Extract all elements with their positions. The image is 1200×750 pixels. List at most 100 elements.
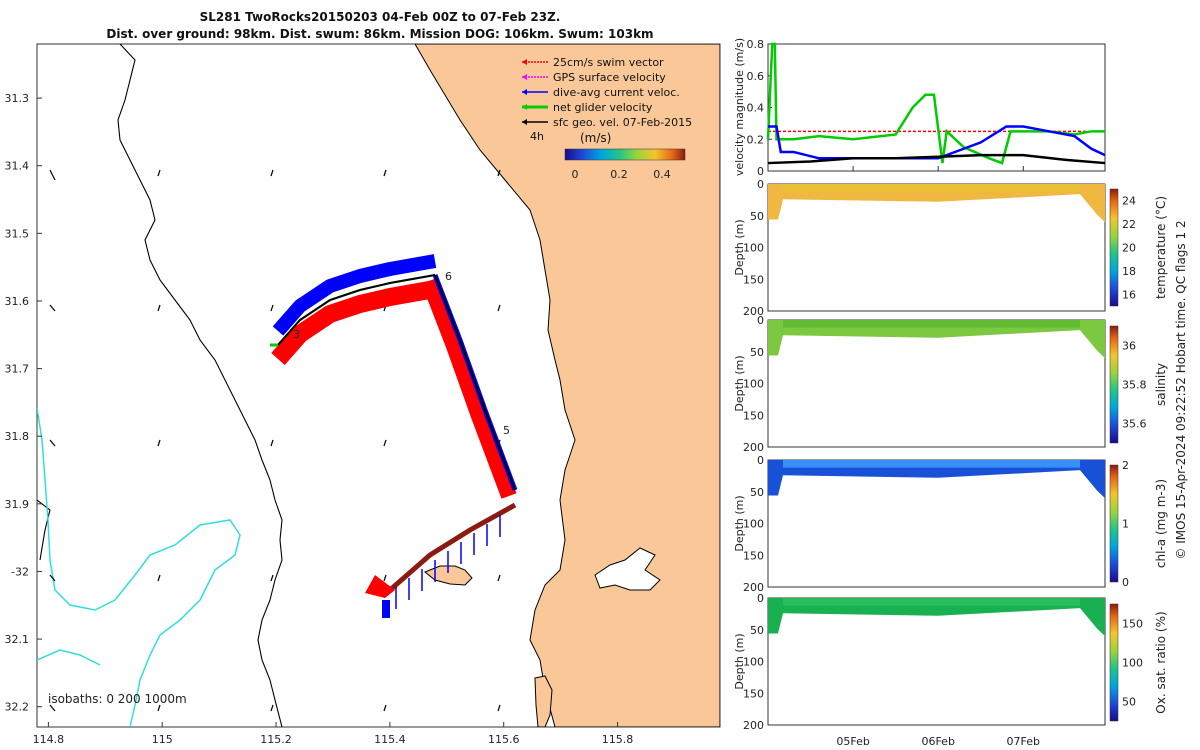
- legend-label: net glider velocity: [553, 101, 653, 114]
- map-colorbar: [564, 148, 686, 161]
- colorbar-tick-label: 20: [1122, 242, 1136, 255]
- depth-tick-label: 200: [743, 719, 764, 732]
- geo-arrow: [497, 574, 501, 582]
- time-marker: 4h: [530, 130, 544, 143]
- track-line-a: [277, 274, 436, 346]
- section-colorbar: [1109, 603, 1119, 722]
- geo-arrow: [49, 304, 56, 312]
- copyright-note: © IMOS 15-Apr-2024 09:22:52 Hobart time.…: [1174, 220, 1188, 559]
- swim-vector-band: [271, 280, 437, 365]
- colorbar-tick-label: 100: [1122, 657, 1143, 670]
- section-ylabel: Depth (m): [733, 633, 746, 689]
- legend-arrowhead: [522, 74, 527, 80]
- colorbar-tick-label: 22: [1122, 218, 1136, 231]
- current-cluster: [382, 600, 390, 618]
- colorbar-tick-label: 18: [1122, 265, 1136, 278]
- geo-arrow: [383, 169, 387, 177]
- geo-arrow: [497, 704, 501, 712]
- dive-avg-current-band: [272, 254, 437, 336]
- depth-tick-label: 200: [743, 581, 764, 594]
- depth-tick-label: 100: [743, 242, 764, 255]
- section-frame: [767, 183, 1106, 312]
- geo-arrow: [49, 574, 56, 582]
- depth-tick-label: 150: [743, 409, 764, 422]
- date-tick-label: 05Feb: [836, 735, 869, 748]
- geo-arrow: [157, 704, 161, 712]
- colorbar-label: Ox. sat. ratio (%): [1154, 611, 1168, 713]
- velocity-panel: 0 0.2 0.4 0.6 0.8 velocity magnitude (m/s): [733, 38, 1106, 178]
- geo-arrow: [157, 574, 161, 582]
- colorbar-tick-label: 35.6: [1122, 418, 1147, 431]
- depth-tick-label: 0: [757, 592, 764, 605]
- depth-tick-label: 50: [750, 346, 764, 359]
- geo-arrow: [383, 574, 387, 582]
- island-rottnest: [424, 565, 473, 586]
- section-data-band: [768, 320, 1105, 359]
- geo-arrow: [497, 304, 501, 312]
- colorbar-tick-label: 35.8: [1122, 379, 1147, 392]
- isobath-1000m: [37, 407, 241, 727]
- section-frame: [767, 319, 1106, 448]
- date-tick-label: 06Feb: [921, 735, 954, 748]
- map-colorbar-tick-1: 0.2: [610, 168, 628, 181]
- colorbar-tick-label: 24: [1122, 195, 1136, 208]
- legend-label: dive-avg current veloc.: [553, 86, 680, 99]
- geo-arrow: [270, 304, 274, 312]
- map-xtick-label: 114.8: [33, 733, 65, 746]
- depth-tick-label: 0: [757, 454, 764, 467]
- legend-arrowhead: [522, 119, 527, 125]
- date-tick-label: 07Feb: [1007, 735, 1040, 748]
- vel-ytick-label: 0.4: [747, 102, 765, 115]
- geo-arrow: [270, 439, 274, 447]
- map-colorbar-tick-2: 0.4: [653, 168, 671, 181]
- section-ylabel: Depth (m): [733, 495, 746, 551]
- section-panels: 0 50 100 150 200 Depth (m) 16 18 20 22 24 temperatu…: [733, 166, 1168, 748]
- section-frame: [767, 597, 1106, 726]
- island-garden: [534, 675, 553, 727]
- glider-track: [270, 254, 518, 618]
- depth-tick-label: 0: [757, 314, 764, 327]
- depth-tick-label: 0: [757, 178, 764, 191]
- depth-tick-label: 100: [743, 378, 764, 391]
- colorbar-label: temperature (°C): [1154, 196, 1168, 299]
- chart-title-line1: SL281 TwoRocks20150203 04-Feb 00Z to 07-…: [199, 10, 561, 24]
- velocity-series-line: [768, 125, 1106, 160]
- velocity-series: [766, 42, 1106, 165]
- map-xtick-label: 115: [152, 733, 173, 746]
- colorbar-tick-label: 50: [1122, 696, 1136, 709]
- map-ytick-label: 31.7: [5, 363, 30, 376]
- section-colorbar: [1109, 325, 1119, 444]
- section-colorbar: [1109, 188, 1119, 307]
- geo-arrow: [270, 574, 274, 582]
- colorbar-tick-label: 16: [1122, 288, 1136, 301]
- waypoint-label-6: 6: [445, 270, 452, 283]
- colorbar-label: chl-a (mg m-3): [1154, 479, 1168, 568]
- map-xtick-label: 115.6: [488, 733, 520, 746]
- depth-tick-label: 150: [743, 273, 764, 286]
- geostrophic-velocity-arrows: [49, 169, 501, 712]
- legend-label: GPS surface velocity: [553, 71, 666, 84]
- section-data-band: [768, 598, 1105, 637]
- vel-ytick-label: 0.2: [747, 133, 765, 146]
- depth-tick-label: 50: [750, 624, 764, 637]
- map-ytick-label: 32.2: [5, 701, 30, 714]
- velocity-series-line: [766, 42, 1105, 165]
- map-xtick-label: 115.8: [602, 733, 634, 746]
- velocity-series-line: [767, 153, 1106, 165]
- map-ytick-label: -32: [11, 565, 29, 578]
- swim-vector-band-2: [421, 278, 517, 499]
- section-ylabel: Depth (m): [733, 355, 746, 411]
- geo-arrow: [157, 304, 161, 312]
- isobaths-label: isobaths: 0 200 1000m: [48, 692, 187, 706]
- chart-title-line2: Dist. over ground: 98km. Dist. swum: 86k…: [106, 27, 654, 41]
- map-ytick-label: 31.9: [5, 498, 30, 511]
- depth-tick-label: 150: [743, 687, 764, 700]
- depth-tick-label: 200: [743, 441, 764, 454]
- track-line-b: [434, 274, 516, 491]
- section-data-band: [768, 184, 1105, 223]
- velocity-ylabel: velocity magnitude (m/s): [733, 38, 746, 176]
- map-xtick-label: 115.2: [260, 733, 292, 746]
- section-panel-1: 0 50 100 150 200 Depth (m) 16 18 20 22 24 temperatu…: [733, 178, 1168, 318]
- geo-arrow: [497, 169, 501, 177]
